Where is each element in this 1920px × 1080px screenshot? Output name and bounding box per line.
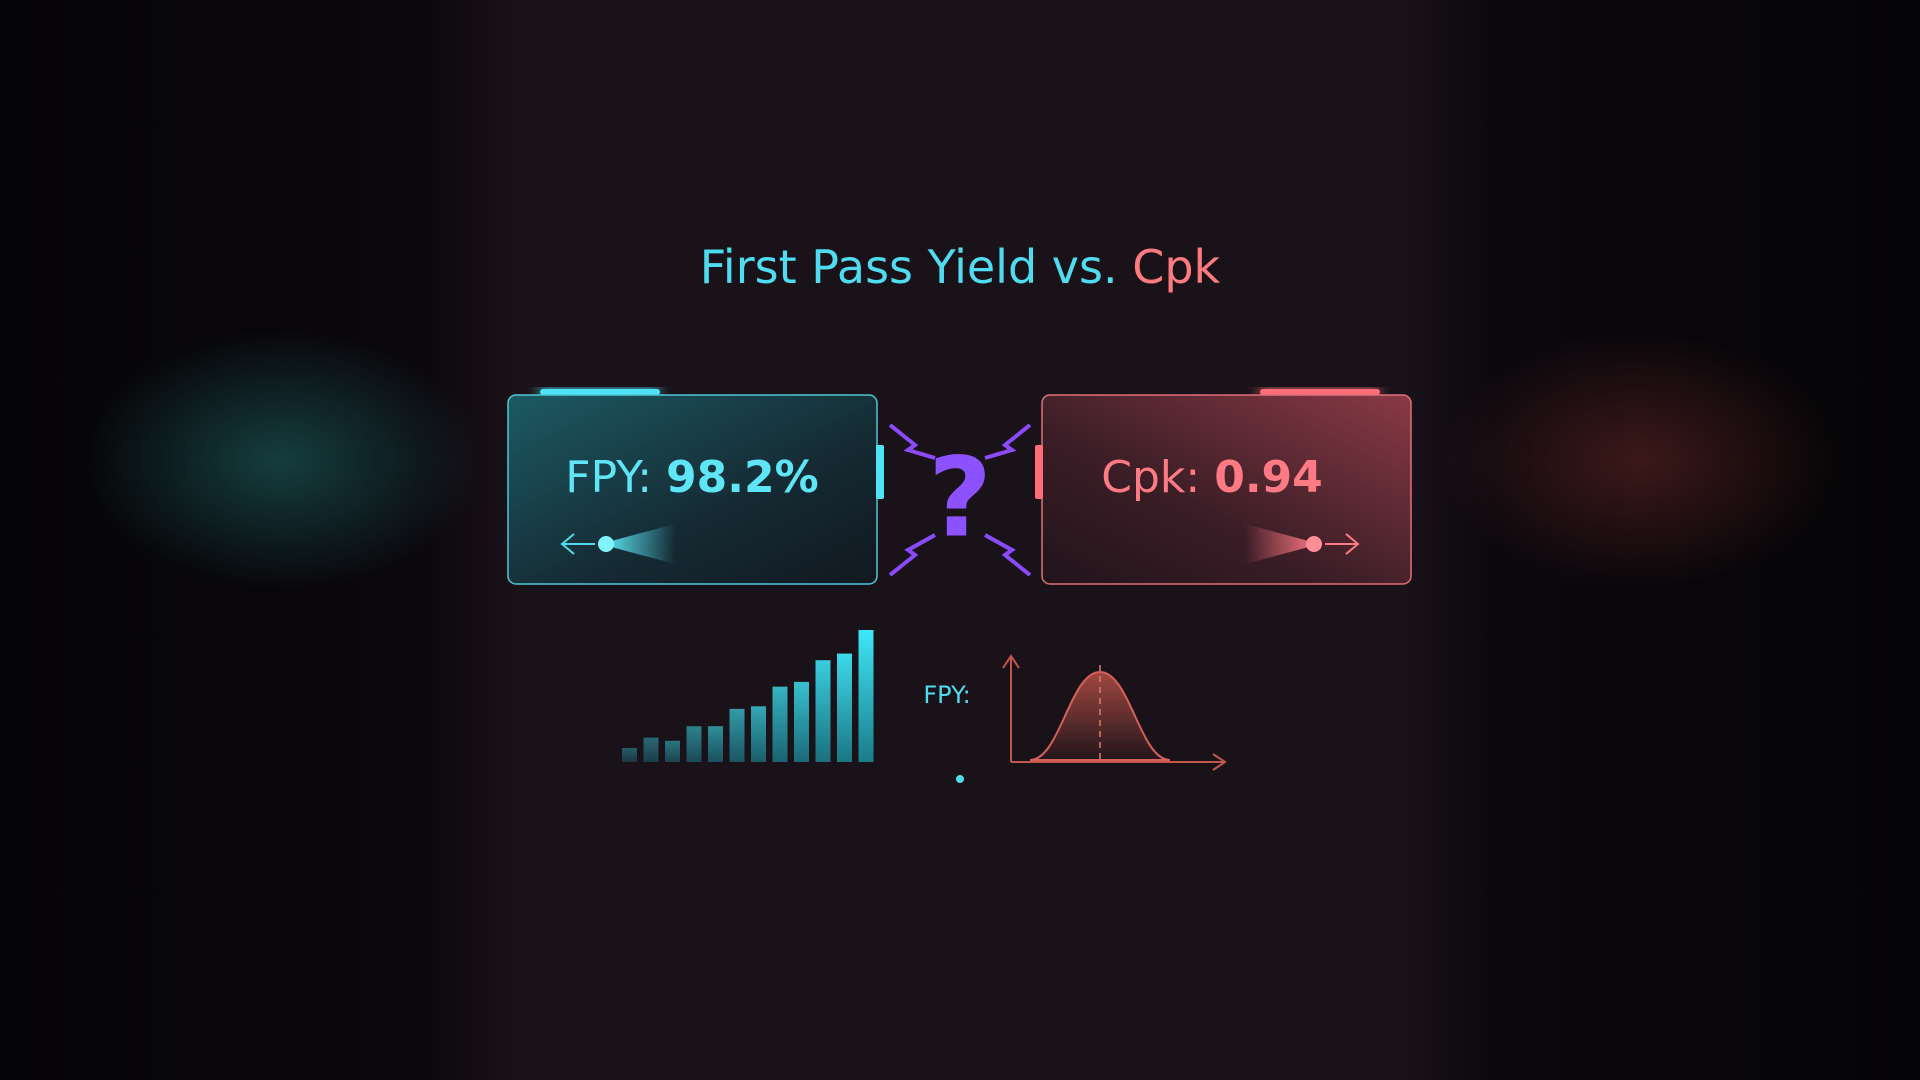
title-highlight: Cpk [1132,240,1220,294]
glow-left [80,330,480,590]
card-tab [540,389,660,395]
title-prefix: First Pass Yield vs. [700,240,1118,294]
decor-bar [665,740,680,762]
cone-right [1245,524,1320,564]
card-value: 0.94 [1214,452,1323,503]
decor-bar [643,737,659,762]
mini-chart-label: FPY: [923,681,970,709]
card-tab [1260,389,1380,395]
cone-left [600,524,675,564]
decor-bar [837,653,852,762]
arrow-right [1325,533,1360,555]
card-value: 98.2% [666,452,819,503]
bell-curve [1029,670,1171,761]
card-label: FPY: [565,452,652,503]
title: First Pass Yield vs. Cpk [700,240,1221,294]
decor-bar [772,686,788,762]
decor-bar [751,706,766,762]
bar-graphic [622,630,874,762]
baseline-dot [956,775,964,783]
question-mark: ? [928,433,992,561]
card-label: Cpk: [1101,452,1200,503]
glow-right [1440,330,1840,590]
card-cpk-text: Cpk: 0.94 [1101,452,1323,503]
card-notch [876,445,884,499]
decor-bar [815,660,831,762]
decor-bar [622,748,637,762]
decor-bar [858,630,874,762]
decor-bar [729,708,745,762]
arrow-left [560,533,595,555]
bell-axes [1002,654,1227,771]
card-fpy-text: FPY: 98.2% [565,452,818,503]
decor-bar [708,726,723,762]
cone-tip [598,536,614,552]
decor-bar [794,681,809,762]
decor-bar [686,726,702,762]
cone-tip [1306,536,1322,552]
sparks [888,423,1032,577]
card-notch [1035,445,1043,499]
